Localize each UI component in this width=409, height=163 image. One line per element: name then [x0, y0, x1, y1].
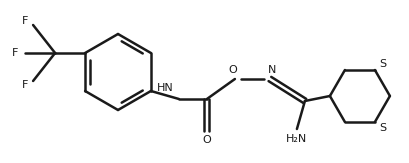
Text: S: S [378, 123, 386, 133]
Text: N: N [267, 65, 275, 75]
Text: S: S [378, 59, 386, 69]
Text: F: F [12, 48, 18, 58]
Text: O: O [202, 135, 211, 145]
Text: H₂N: H₂N [285, 134, 307, 144]
Text: O: O [228, 65, 237, 75]
Text: F: F [22, 80, 28, 90]
Text: HN: HN [156, 83, 173, 93]
Text: F: F [22, 16, 28, 26]
